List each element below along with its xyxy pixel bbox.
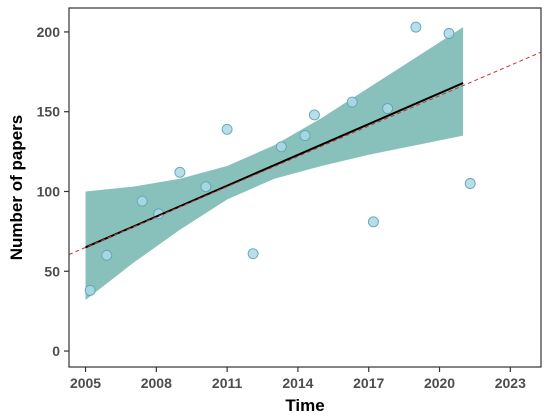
data-point — [247, 248, 259, 260]
y-tick-label: 150 — [37, 104, 61, 120]
x-tick-label: 2020 — [424, 375, 455, 391]
data-point — [136, 195, 148, 207]
data-point — [174, 166, 186, 178]
x-tick-label: 2023 — [495, 375, 526, 391]
data-point — [382, 103, 394, 114]
data-point — [308, 109, 320, 121]
extrapolation-line — [68, 51, 542, 255]
data-point — [367, 216, 379, 228]
data-point — [299, 130, 311, 142]
confidence-band-layer — [85, 27, 464, 300]
y-tick-label: 50 — [44, 263, 60, 279]
x-tick-label: 2011 — [212, 375, 243, 391]
data-point — [221, 123, 233, 135]
y-tick-label: 100 — [37, 183, 61, 199]
y-axis-title: Number of papers — [7, 115, 26, 260]
data-point — [464, 178, 476, 189]
data-point — [200, 181, 212, 193]
x-tick-label: 2005 — [70, 375, 101, 391]
data-point — [275, 141, 287, 153]
x-tick-label: 2008 — [141, 375, 172, 391]
data-point — [410, 21, 422, 33]
data-point — [101, 249, 113, 261]
y-tick-label: 200 — [37, 24, 61, 40]
data-points-layer — [84, 21, 476, 296]
confidence-band — [85, 27, 464, 300]
plot-frame — [68, 7, 542, 368]
data-point — [443, 28, 455, 39]
y-tick-label: 0 — [52, 343, 60, 359]
data-point — [346, 96, 358, 108]
axes-layer: 2005 2008 2011 2014 2017 2020 2023 0 50 100 150 200 — [37, 24, 526, 391]
x-axis-title: Time — [285, 396, 324, 415]
x-tick-label: 2017 — [353, 375, 384, 391]
data-point — [84, 284, 96, 296]
trend-lines-layer — [68, 51, 542, 255]
x-tick-label: 2014 — [282, 375, 313, 391]
